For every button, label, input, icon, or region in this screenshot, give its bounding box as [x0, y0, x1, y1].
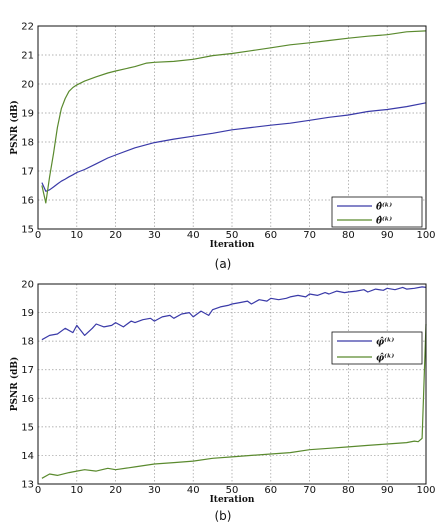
x-tick-label: 30 [148, 485, 161, 496]
y-axis-label: PSNR (dB) [9, 357, 20, 412]
figure-caption: (b) [215, 509, 232, 523]
y-tick-label: 20 [21, 80, 34, 91]
axes-frame [37, 25, 427, 230]
figure-caption: (a) [215, 257, 232, 271]
y-tick-label: 14 [21, 451, 34, 462]
legend-entry: θ̂⁽ᵏ⁾ [376, 216, 392, 227]
x-tick-label: 60 [264, 230, 277, 241]
series-line-0 [41, 102, 427, 192]
x-tick-label: 20 [109, 485, 122, 496]
y-tick-label: 19 [21, 308, 34, 319]
x-tick-label: 20 [109, 230, 122, 241]
y-tick-label: 16 [21, 394, 34, 405]
y-tick-label: 19 [21, 109, 34, 120]
x-tick-label: 0 [35, 485, 41, 496]
y-tick-label: 22 [21, 22, 34, 33]
x-tick-label: 0 [35, 230, 41, 241]
y-tick-label: 15 [21, 422, 34, 433]
legend-box [331, 196, 423, 228]
x-axis-label: Iteration [210, 495, 255, 505]
x-tick-label: 80 [342, 230, 355, 241]
plot-area [38, 284, 426, 484]
x-tick-label: 90 [381, 485, 394, 496]
x-tick-label: 40 [187, 230, 200, 241]
x-tick-label: 10 [70, 485, 83, 496]
y-tick-label: 17 [21, 365, 34, 376]
x-tick-label: 40 [187, 485, 200, 496]
y-tick-label: 21 [21, 51, 34, 62]
x-tick-label: 50 [226, 485, 239, 496]
legend-box [331, 331, 423, 365]
legend: φ̂⁽ᵏ⁾ φ̂⁽ᵏ⁾ [331, 331, 423, 365]
x-tick-label: 30 [148, 230, 161, 241]
x-tick-label: 100 [416, 230, 435, 241]
y-tick-label: 15 [21, 225, 34, 236]
x-tick-label: 70 [303, 230, 316, 241]
legend-entry: φ̂⁽ᵏ⁾ [376, 353, 395, 364]
x-tick-label: 60 [264, 485, 277, 496]
x-tick-label: 70 [303, 485, 316, 496]
x-axis-label: Iteration [210, 240, 255, 250]
axes-frame [37, 283, 427, 485]
x-tick-label: 100 [416, 485, 435, 496]
chart-1: 0 10 20 30 40 50 60 70 80 90 100 13 14 15 16 17 18 19 20 It… [9, 280, 436, 524]
y-tick-label: 16 [21, 196, 34, 207]
y-tick-label: 18 [21, 138, 34, 149]
x-tick-label: 80 [342, 485, 355, 496]
series-line-0 [41, 286, 427, 341]
x-tick-label: 50 [226, 230, 239, 241]
legend: θ̂⁽ᵏ⁾ θ̂⁽ᵏ⁾ [331, 196, 423, 228]
y-axis-label: PSNR (dB) [9, 100, 20, 155]
series-line-1 [41, 323, 427, 479]
x-tick-label: 10 [70, 230, 83, 241]
legend-entry: φ̂⁽ᵏ⁾ [376, 337, 395, 348]
legend-entry: θ̂⁽ᵏ⁾ [376, 202, 392, 213]
y-tick-label: 13 [21, 480, 34, 491]
y-tick-label: 20 [21, 280, 34, 291]
series-line-1 [41, 30, 427, 204]
chart-0: 0 10 20 30 40 50 60 70 80 90 100 15 16 17 18 19 20 21 22 It… [9, 22, 436, 272]
y-tick-label: 17 [21, 167, 34, 178]
y-tick-label: 18 [21, 337, 34, 348]
x-tick-label: 90 [381, 230, 394, 241]
